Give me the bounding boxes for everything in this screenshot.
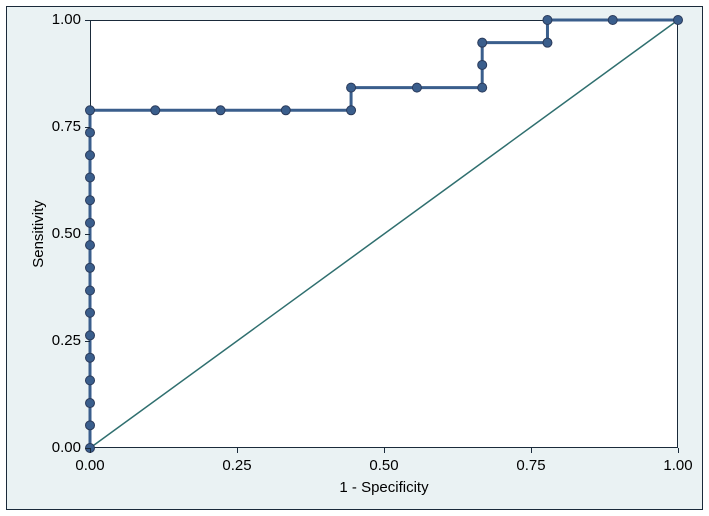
roc-point-marker <box>478 38 487 47</box>
roc-point-marker <box>543 38 552 47</box>
x-tick-label: 0.75 <box>511 457 551 474</box>
roc-point-marker <box>86 151 95 160</box>
diagonal-reference-line <box>90 20 678 448</box>
roc-point-marker <box>86 399 95 408</box>
roc-point-marker <box>86 263 95 272</box>
x-tick-label: 1.00 <box>658 457 698 474</box>
roc-point-marker <box>86 173 95 182</box>
roc-point-marker <box>86 331 95 340</box>
x-tick <box>90 448 91 453</box>
x-tick <box>531 448 532 453</box>
roc-point-marker <box>86 421 95 430</box>
roc-point-marker <box>86 376 95 385</box>
roc-point-marker <box>86 196 95 205</box>
roc-point-marker <box>86 128 95 137</box>
plot-svg <box>0 0 709 516</box>
y-axis-title: Sensitivity <box>30 200 47 268</box>
roc-point-marker <box>478 83 487 92</box>
roc-point-marker <box>86 218 95 227</box>
roc-point-marker <box>151 106 160 115</box>
roc-point-marker <box>347 83 356 92</box>
roc-point-marker <box>412 83 421 92</box>
x-tick-label: 0.25 <box>217 457 257 474</box>
y-tick-label: 0.25 <box>52 332 81 349</box>
y-tick-label: 0.50 <box>52 225 81 242</box>
y-tick <box>85 20 90 21</box>
y-tick <box>85 234 90 235</box>
x-tick <box>384 448 385 453</box>
y-tick <box>85 341 90 342</box>
y-tick-label: 1.00 <box>52 11 81 28</box>
y-tick-label: 0.75 <box>52 118 81 135</box>
y-tick <box>85 127 90 128</box>
roc-point-marker <box>478 60 487 69</box>
roc-point-marker <box>86 308 95 317</box>
roc-point-marker <box>347 106 356 115</box>
x-tick <box>678 448 679 453</box>
roc-point-marker <box>86 353 95 362</box>
roc-point-marker <box>86 241 95 250</box>
roc-point-marker <box>216 106 225 115</box>
roc-point-marker <box>281 106 290 115</box>
roc-point-marker <box>543 16 552 25</box>
roc-chart-figure: Sensitivity 1 - Specificity 0.00 0.25 0.50… <box>0 0 709 516</box>
roc-point-marker <box>86 106 95 115</box>
x-tick <box>237 448 238 453</box>
roc-point-marker <box>608 16 617 25</box>
x-axis-title: 1 - Specificity <box>339 479 428 496</box>
y-tick-label: 0.00 <box>52 439 81 456</box>
roc-point-marker <box>674 16 683 25</box>
x-tick-label: 0.50 <box>364 457 404 474</box>
y-tick <box>85 448 90 449</box>
roc-point-marker <box>86 286 95 295</box>
x-tick-label: 0.00 <box>70 457 110 474</box>
